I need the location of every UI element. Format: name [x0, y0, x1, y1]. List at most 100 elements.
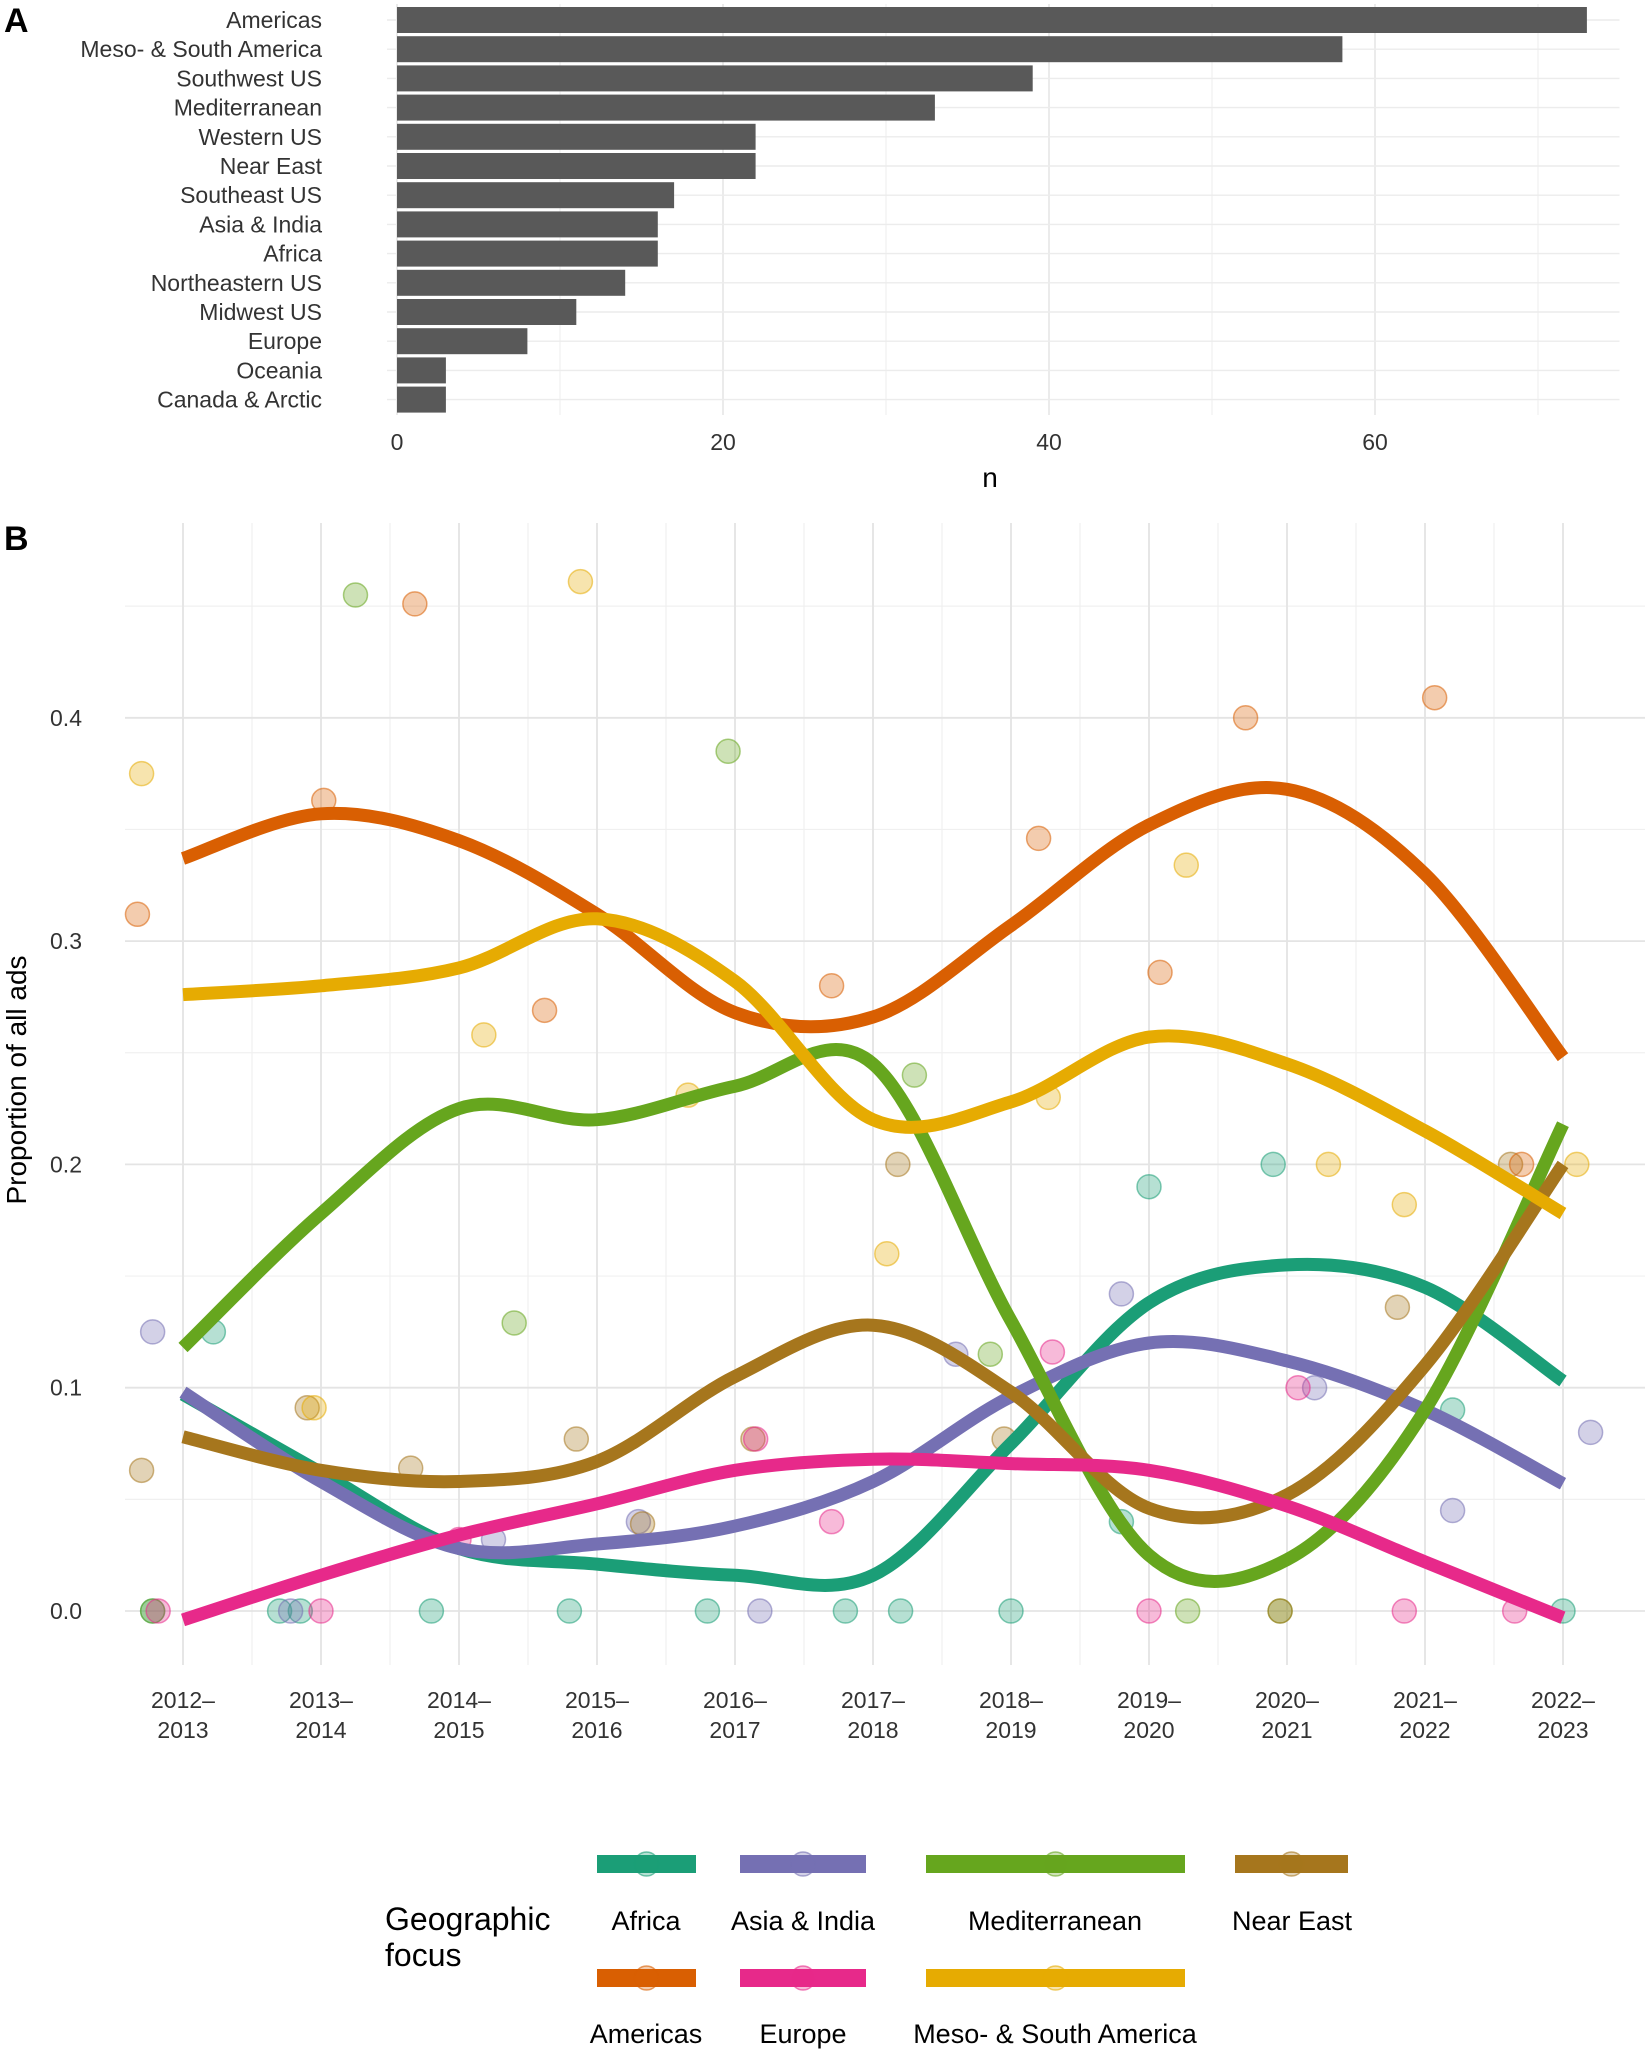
legend-title: focus: [385, 1937, 461, 1973]
point-africa: [418, 1598, 445, 1624]
y-tick-label: 0.3: [50, 928, 82, 954]
legend-label-asia-india: Asia & India: [731, 1906, 876, 1936]
category-label: Southeast US: [180, 182, 322, 208]
point-mediterranean: [501, 1310, 527, 1336]
point-meso-south-america: [874, 1240, 900, 1267]
point-mediterranean: [1174, 1598, 1201, 1624]
point-europe: [818, 1508, 845, 1535]
point-asia-india: [277, 1598, 304, 1624]
point-americas: [1421, 684, 1448, 711]
x-tick-label: 2019–: [1117, 1687, 1181, 1713]
legend-key-point-asia-india: [790, 1851, 816, 1877]
point-africa: [832, 1598, 859, 1624]
point-europe: [1136, 1598, 1162, 1624]
line-meso-south-america: [182, 912, 1567, 1220]
y-tick-label: 0.1: [50, 1375, 82, 1401]
x-tick-label: 2022–: [1531, 1687, 1595, 1713]
point-asia-india: [1108, 1281, 1135, 1307]
point-meso-south-america: [567, 568, 594, 595]
legend-key-point-africa: [633, 1851, 660, 1877]
point-europe: [1391, 1598, 1418, 1624]
category-label: Western US: [198, 124, 322, 150]
category-label: Northeastern US: [151, 270, 322, 296]
point-americas: [1147, 959, 1173, 986]
legend-label-africa: Africa: [611, 1906, 681, 1936]
point-meso-south-america: [128, 760, 155, 787]
category-label: Near East: [220, 153, 323, 179]
x-tick-label: 2021–: [1393, 1687, 1457, 1713]
point-africa: [998, 1598, 1024, 1624]
point-meso-south-america: [471, 1022, 497, 1048]
panel-label: A: [4, 2, 29, 40]
x-tick-label: 2012–: [151, 1687, 215, 1713]
point-asia-india: [139, 1319, 166, 1345]
point-americas: [1232, 705, 1259, 731]
bar-americas: [397, 7, 1587, 33]
point-mediterranean: [342, 582, 369, 608]
x-tick-label: 2013: [157, 1717, 208, 1743]
x-tick-label: 2020–: [1255, 1687, 1319, 1713]
point-meso-south-america: [1564, 1151, 1590, 1178]
bar-europe: [397, 328, 528, 355]
point-near-east: [128, 1457, 155, 1484]
category-label: Mediterranean: [174, 95, 322, 121]
x-tick-label: 2022: [1399, 1717, 1450, 1743]
bar-mediterranean: [397, 94, 935, 121]
bar-western-us: [397, 123, 756, 150]
point-asia-india: [1439, 1497, 1466, 1524]
point-mediterranean: [977, 1341, 1004, 1367]
line-americas: [180, 781, 1569, 1062]
x-tick-label: 2021: [1261, 1717, 1312, 1743]
point-americas: [1508, 1151, 1535, 1178]
bar-southwest-us: [397, 65, 1033, 92]
x-tick-label: 0: [391, 429, 404, 455]
x-tick-label: 2018: [847, 1717, 898, 1743]
point-americas: [124, 901, 151, 928]
x-tick-label: 20: [710, 429, 736, 455]
x-tick-label: 2014–: [427, 1687, 491, 1713]
point-africa: [1136, 1173, 1162, 1200]
point-meso-south-america: [301, 1395, 327, 1421]
panel-a-bar-chart: Americas Meso- & South America Southwest U…: [4, 2, 1620, 493]
point-mediterranean: [139, 1598, 166, 1624]
bar-northeastern-us: [397, 269, 626, 296]
x-tick-label: 2014: [295, 1717, 346, 1743]
category-label: Africa: [263, 241, 322, 267]
y-axis-title: Proportion of all ads: [1, 955, 32, 1204]
point-asia-india: [625, 1508, 652, 1535]
panel-label: B: [4, 520, 29, 558]
legend-label-americas: Americas: [590, 2019, 703, 2049]
x-tick-label: 2015–: [565, 1687, 629, 1713]
point-africa: [556, 1598, 583, 1624]
bar-meso-south-america: [397, 36, 1343, 63]
point-europe: [308, 1598, 334, 1624]
legend-key-point-americas: [633, 1965, 660, 1991]
point-americas: [531, 997, 558, 1024]
x-tick-label: 2016–: [703, 1687, 767, 1713]
panel-b-line-chart: 0.0 0.1 0.2 0.3 0.4 2012– 2013 2013– 2014 2014– 20…: [1, 520, 1645, 1743]
point-near-east: [563, 1426, 590, 1452]
point-near-east: [629, 1511, 656, 1537]
x-tick-label: 2016: [571, 1717, 622, 1743]
point-europe: [1285, 1374, 1311, 1401]
point-europe: [742, 1426, 769, 1452]
legend-label-meso-south-america: Meso- & South America: [913, 2019, 1198, 2049]
legend-label-europe: Europe: [759, 2019, 846, 2049]
point-americas: [818, 973, 845, 999]
point-asia-india: [747, 1598, 773, 1624]
point-mediterranean: [715, 738, 741, 765]
point-near-east: [885, 1151, 911, 1178]
point-meso-south-america: [1391, 1191, 1418, 1218]
y-tick-label: 0.0: [50, 1598, 82, 1624]
point-near-east: [1384, 1294, 1411, 1321]
bar-midwest-us: [397, 299, 577, 325]
y-tick-label: 0.4: [50, 705, 82, 731]
point-mediterranean: [901, 1062, 928, 1088]
point-africa: [1260, 1151, 1286, 1178]
y-tick-label: 0.2: [50, 1151, 82, 1177]
category-label: Meso- & South America: [80, 36, 322, 62]
bar-asia-india: [397, 211, 658, 238]
legend-key-point-meso-south-america: [1042, 1965, 1069, 1991]
